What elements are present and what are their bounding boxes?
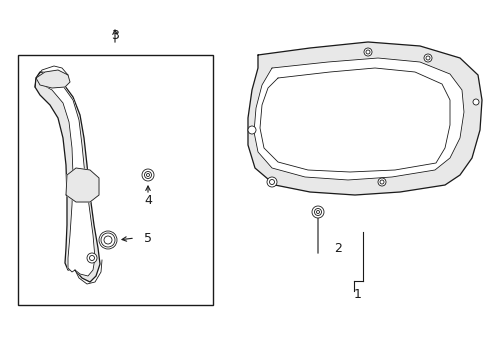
Circle shape — [104, 236, 112, 244]
Polygon shape — [253, 58, 463, 180]
Polygon shape — [66, 168, 99, 202]
Circle shape — [266, 177, 276, 187]
Circle shape — [379, 180, 383, 184]
Circle shape — [365, 50, 369, 54]
Text: 4: 4 — [144, 194, 152, 207]
Circle shape — [425, 56, 429, 60]
Text: 1: 1 — [353, 288, 361, 302]
Circle shape — [314, 208, 321, 216]
Circle shape — [101, 233, 115, 247]
Text: 3: 3 — [111, 28, 119, 41]
Circle shape — [316, 211, 319, 213]
Bar — [18, 55, 213, 305]
Polygon shape — [247, 42, 481, 195]
Circle shape — [146, 174, 149, 176]
Circle shape — [377, 178, 385, 186]
Circle shape — [247, 126, 256, 134]
Circle shape — [472, 99, 478, 105]
Circle shape — [144, 171, 151, 179]
Circle shape — [311, 206, 324, 218]
Polygon shape — [260, 68, 449, 172]
Circle shape — [89, 256, 94, 261]
Polygon shape — [35, 72, 100, 282]
Circle shape — [142, 169, 154, 181]
Circle shape — [363, 48, 371, 56]
Text: 5: 5 — [143, 231, 152, 244]
Circle shape — [87, 253, 97, 263]
Circle shape — [423, 54, 431, 62]
Text: 2: 2 — [333, 242, 341, 255]
Polygon shape — [36, 70, 70, 88]
Circle shape — [269, 180, 274, 185]
Polygon shape — [43, 78, 95, 276]
